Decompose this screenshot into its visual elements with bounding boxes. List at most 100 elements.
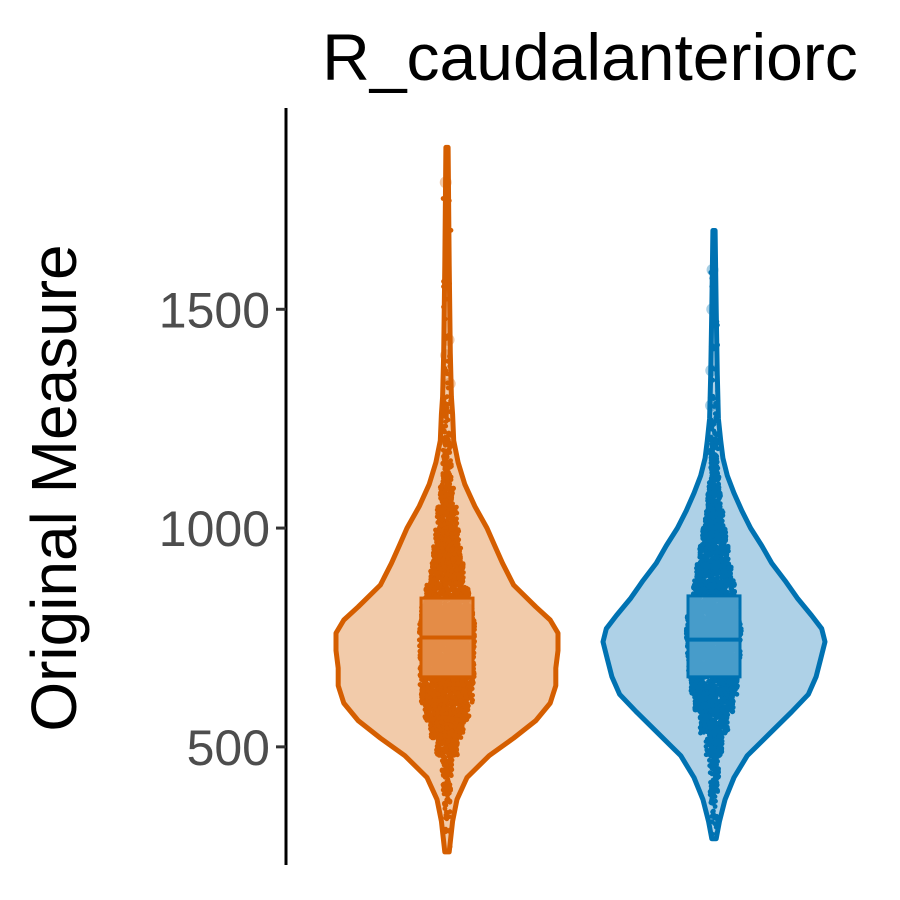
data-point — [708, 708, 714, 714]
violin-group-2 — [600, 228, 828, 842]
data-point — [457, 730, 463, 736]
data-point — [454, 567, 459, 573]
data-point — [427, 690, 433, 696]
data-point — [443, 774, 449, 779]
data-point — [698, 681, 704, 686]
data-point — [461, 687, 466, 692]
data-point — [437, 706, 442, 711]
data-point — [450, 556, 456, 562]
data-point — [455, 707, 461, 713]
data-point — [429, 727, 435, 733]
data-point — [447, 353, 452, 359]
data-point — [715, 774, 721, 780]
data-point — [715, 759, 720, 764]
data-point — [720, 714, 725, 720]
data-point — [448, 592, 454, 598]
data-point — [435, 536, 440, 542]
data-point — [451, 705, 457, 711]
data-point — [714, 700, 720, 706]
data-point — [722, 690, 728, 696]
data-point — [693, 680, 699, 685]
data-point — [446, 587, 452, 593]
data-point — [445, 158, 451, 163]
data-point — [447, 827, 452, 833]
data-point — [442, 689, 447, 695]
data-point — [440, 437, 446, 443]
data-point — [716, 726, 722, 732]
data-point — [449, 493, 455, 498]
data-point — [715, 708, 720, 714]
data-point — [419, 691, 425, 696]
data-point — [708, 748, 714, 754]
data-point — [716, 720, 722, 726]
data-point — [447, 844, 453, 849]
data-point — [714, 815, 720, 820]
data-point — [438, 569, 443, 575]
violin-group-1 — [333, 144, 561, 855]
data-point — [451, 681, 456, 687]
data-point — [452, 551, 457, 557]
data-point — [427, 711, 432, 717]
data-point — [712, 804, 718, 809]
data-point — [438, 491, 444, 496]
data-point — [448, 458, 453, 463]
data-point — [716, 681, 722, 687]
data-point — [432, 697, 438, 703]
data-point — [443, 501, 449, 506]
data-point — [703, 713, 709, 718]
data-point — [449, 531, 454, 537]
data-point — [439, 517, 445, 523]
data-point — [459, 716, 465, 721]
data-point — [460, 587, 466, 592]
data-point — [710, 794, 715, 800]
data-point — [707, 722, 713, 727]
data-point — [438, 506, 444, 512]
data-point — [433, 558, 438, 563]
data-point — [447, 515, 453, 520]
data-point — [470, 678, 476, 684]
data-point — [454, 516, 459, 522]
data-point — [708, 738, 714, 744]
y-tick-label: 1500 — [159, 282, 270, 338]
data-point — [453, 522, 459, 527]
data-point — [446, 449, 452, 455]
data-point — [443, 419, 449, 425]
data-point — [709, 718, 715, 723]
data-point — [446, 581, 452, 586]
data-point — [448, 711, 453, 716]
data-point — [435, 546, 440, 552]
data-point — [441, 424, 446, 430]
data-point — [443, 815, 448, 821]
data-point — [730, 709, 735, 715]
data-point — [418, 698, 424, 704]
data-point — [442, 582, 448, 587]
data-point — [703, 739, 709, 744]
data-point — [438, 589, 443, 595]
data-point — [435, 530, 441, 536]
data-point — [457, 549, 462, 555]
outlier-point — [440, 349, 453, 362]
outlier-point — [442, 333, 455, 346]
data-point — [721, 686, 726, 692]
data-point — [694, 699, 699, 705]
data-point — [445, 380, 450, 386]
outlier-point — [439, 176, 452, 189]
data-point — [443, 826, 449, 832]
data-point — [701, 719, 707, 725]
data-point — [434, 750, 439, 756]
data-point — [449, 547, 455, 552]
data-point — [723, 726, 729, 732]
data-point — [457, 724, 463, 729]
data-point — [724, 715, 730, 721]
data-point — [445, 520, 451, 526]
data-point — [444, 371, 450, 377]
chart-title: R_caudalanteriorc — [322, 20, 858, 94]
data-point — [448, 474, 454, 480]
data-point — [451, 750, 457, 756]
data-point — [441, 476, 446, 481]
data-point — [719, 678, 725, 684]
data-point — [448, 227, 454, 233]
data-point — [430, 550, 436, 556]
data-point — [447, 281, 452, 286]
